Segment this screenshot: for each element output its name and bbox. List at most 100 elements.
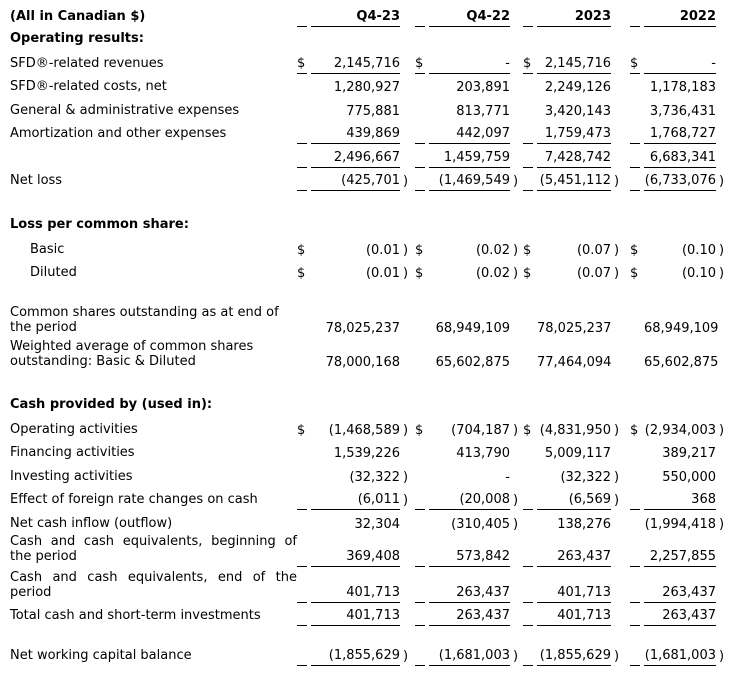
value: (6,569: [537, 492, 611, 510]
value-cell-common-shares-outstanding-end-of-period-col3: 78,025,237: [523, 304, 630, 338]
value: -: [505, 469, 510, 485]
value-cell-net-loss-col3: (5,451,112): [523, 168, 630, 191]
value: 1,178,183: [649, 80, 716, 95]
section-row-cash-provided-by-used-in: Cash provided by (used in):: [10, 393, 739, 416]
value-group: (310,405): [415, 517, 523, 534]
value: 368: [644, 492, 716, 510]
paren-space: [611, 72, 624, 74]
underline-tick: [415, 188, 425, 191]
value-group: 138,276: [523, 517, 624, 534]
value-group: 1,459,759: [415, 150, 523, 168]
currency-symbol: $: [297, 422, 306, 438]
underline-tick: [630, 623, 640, 626]
value-cell-total-cash-and-short-term-investments-col1: 401,713: [297, 603, 415, 626]
underline-tick: [630, 141, 640, 144]
value: (5,451,112: [537, 173, 611, 191]
spacer-row: [10, 191, 739, 213]
value-cell-effect-of-foreign-rate-changes-on-cash-col1: (6,011): [297, 487, 415, 510]
paren-space: [611, 601, 624, 603]
value-cell-cash-and-equivalents-beginning-of-period-col1: 369,408: [297, 534, 415, 567]
value-group: 263,437: [415, 608, 523, 626]
value: 550,000: [662, 469, 716, 485]
paren-close: ): [403, 469, 409, 485]
value-cell-net-working-capital-balance-col4: (1,681,003): [630, 642, 739, 666]
paren-space: [611, 624, 624, 626]
paren-space: [611, 461, 624, 463]
value-group: 401,713: [523, 585, 624, 603]
value-cell-cash-and-equivalents-end-of-period-col3: 401,713: [523, 567, 630, 603]
value: 1,768,727: [644, 126, 716, 144]
value-group: 1,768,727: [630, 126, 729, 144]
paren-close: ): [403, 174, 409, 189]
paren-close: ): [719, 266, 725, 281]
value: 65,602,875: [435, 355, 510, 370]
column-header-cell-3: 2023: [523, 6, 630, 27]
value: (4,831,950: [539, 422, 611, 438]
section-row-operating-results: Operating results:: [10, 27, 739, 50]
value-cell-net-cash-inflow-outflow-col3: 138,276: [523, 510, 630, 534]
row-label-cell: Basic: [10, 236, 297, 260]
paren-space: [510, 461, 523, 463]
value-group: 263,437: [523, 549, 624, 567]
table-title: (All in Canadian $): [10, 9, 146, 24]
underline-tick: [630, 165, 640, 168]
underline-tick: [297, 24, 307, 27]
value: 6,683,341: [644, 150, 716, 168]
underline-tick: [297, 564, 307, 567]
value-group: 573,842: [415, 549, 523, 567]
paren-space: [400, 370, 413, 372]
value: 3,736,431: [649, 103, 716, 119]
paren-close: ): [403, 242, 409, 258]
value-group: 203,891: [415, 80, 523, 97]
value-cell-common-shares-outstanding-end-of-period-col1: 78,025,237: [297, 304, 415, 338]
row-label: Effect of foreign rate changes on cash: [10, 492, 258, 507]
underline-tick: [523, 485, 533, 487]
value-cell-net-working-capital-balance-col3: (1,855,629): [523, 642, 630, 666]
section-label-cell: Cash provided by (used in):: [10, 393, 739, 416]
value-cell-operating-activities-col2: $ (704,187): [415, 416, 523, 440]
paren-space: [400, 72, 413, 74]
value: 401,713: [311, 608, 400, 626]
value-group: 78,025,237: [523, 321, 624, 338]
row-label: Operating activities: [10, 421, 138, 437]
value: 3,420,143: [544, 103, 611, 119]
value-group: $2,145,716: [297, 56, 413, 74]
value-group: 1,539,226: [297, 446, 413, 463]
value-cell-financing-activities-col1: 1,539,226: [297, 440, 415, 464]
paren-close: ): [614, 422, 620, 438]
value: (32,322: [349, 469, 400, 485]
underline-tick: [630, 336, 640, 338]
paren-space: [716, 601, 729, 603]
paren-space: [510, 25, 523, 27]
row-label: SFD®-related revenues: [10, 55, 164, 71]
value: (1,468,589: [328, 422, 400, 438]
value-cell-net-loss-col4: (6,733,076): [630, 168, 739, 191]
row-label: Common shares outstanding as at end of th…: [10, 305, 297, 338]
underline-tick: [630, 119, 640, 121]
value: 2,145,716: [537, 56, 611, 74]
value-cell-operating-activities-col4: $ (2,934,003): [630, 416, 739, 440]
value-group: (1,994,418): [630, 517, 729, 534]
value-group: 263,437: [630, 608, 729, 626]
value: (2,934,003: [644, 422, 716, 438]
value-group: (20,008): [415, 492, 523, 510]
value-group: $ (0.07): [523, 266, 624, 283]
value-cell-investing-activities-col2: -: [415, 463, 523, 487]
value-cell-total-operating-expenses-col2: 1,459,759: [415, 144, 523, 168]
spacer-cell: [10, 626, 739, 642]
value-cell-basic-col1: $ (0.01): [297, 236, 415, 260]
underline-tick: [297, 141, 307, 144]
table-row-amortization-and-other-expenses: Amortization and other expenses 439,869 44…: [10, 121, 739, 144]
row-label-cell: SFD®-related costs, net: [10, 74, 297, 98]
value-cell-net-loss-col1: (425,701): [297, 168, 415, 191]
value: (1,855,629: [311, 648, 400, 666]
row-label-line: period: [10, 584, 52, 600]
value-cell-financing-activities-col2: 413,790: [415, 440, 523, 464]
paren-close: ): [403, 266, 409, 281]
value: (1,469,549: [429, 173, 510, 191]
value-cell-general-administrative-expenses-col2: 813,771: [415, 97, 523, 121]
section-label: Loss per common share:: [10, 217, 189, 232]
value: 413,790: [456, 446, 510, 461]
row-label-cell: Cash and cash equivalents, beginning of t…: [10, 534, 297, 567]
underline-tick: [415, 165, 425, 168]
